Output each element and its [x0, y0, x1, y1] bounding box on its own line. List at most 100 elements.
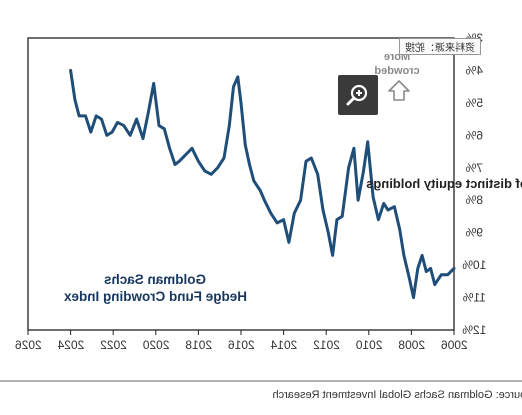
x-tick-label: 2012: [313, 338, 340, 352]
up-arrow-icon: [388, 80, 410, 101]
y-tick-label: 6%: [465, 128, 483, 142]
y-tick-label: 10%: [462, 258, 486, 272]
series-point: [168, 147, 171, 150]
x-tick-label: 2026: [15, 338, 42, 352]
series-points: [69, 69, 455, 299]
series-point: [147, 111, 150, 114]
series-point: [240, 102, 242, 104]
x-tick-label: 2022: [100, 338, 127, 352]
series-point: [237, 76, 239, 78]
series-point: [331, 254, 334, 257]
series-point: [412, 296, 415, 299]
series-point: [263, 199, 266, 201]
series-point: [429, 267, 432, 270]
y-tick-label: 8%: [465, 193, 483, 207]
series-point: [106, 134, 108, 137]
series-point: [78, 115, 80, 117]
series-point: [453, 267, 455, 270]
series-point: [244, 144, 247, 146]
series-point: [382, 202, 385, 205]
series-point: [305, 160, 307, 163]
x-tick-label: 2008: [398, 338, 425, 352]
x-tick-label: 2020: [142, 338, 169, 352]
x-tick-label: 2024: [57, 338, 84, 352]
series-point: [210, 173, 212, 176]
series-point: [440, 274, 443, 276]
series-point: [216, 167, 219, 169]
series-point: [362, 170, 365, 172]
zoom-in-icon: [346, 84, 368, 106]
series-point: [248, 163, 251, 166]
x-axis-ticks: [27, 330, 455, 335]
series-point: [84, 115, 87, 117]
y-axis-label: Effective N as % of distinct equity hold…: [366, 176, 522, 191]
series-point: [366, 141, 369, 143]
series-point: [69, 69, 72, 72]
y-tick-label: 9%: [465, 226, 483, 240]
series-point: [417, 267, 419, 270]
annotation-line-2: crowded: [374, 65, 419, 77]
series-point: [353, 147, 355, 150]
series-point: [299, 199, 302, 201]
source-note: Source: Goldman Sachs Global Investment …: [272, 389, 522, 401]
x-tick-label: 2010: [355, 338, 382, 352]
series-point: [142, 137, 144, 140]
series-point: [282, 218, 285, 221]
series-point: [158, 124, 160, 127]
zoom-in-button[interactable]: [338, 75, 378, 115]
series-point: [111, 131, 113, 133]
x-axis-tick-labels: 2006 2008 2010 2012 2014 2016 2018 2020 2022 2024…: [15, 338, 468, 352]
series-point: [74, 98, 76, 101]
series-point: [191, 147, 193, 150]
series-point: [135, 118, 138, 120]
series-point: [446, 274, 449, 276]
series-point: [357, 199, 359, 201]
series-point: [425, 270, 428, 273]
series-point: [163, 128, 166, 130]
series-point: [184, 154, 187, 156]
series-point: [129, 134, 131, 137]
series-point: [174, 163, 176, 166]
x-tick-label: 2006: [441, 338, 468, 352]
series-point: [228, 124, 231, 127]
x-tick-label: 2016: [228, 338, 255, 352]
series-point: [152, 82, 155, 85]
series-point: [341, 215, 344, 218]
y-tick-label: 4%: [465, 63, 483, 77]
series-point: [316, 173, 319, 176]
series-point: [123, 124, 125, 127]
series-point: [310, 157, 313, 159]
series-point: [387, 209, 389, 211]
series-point: [372, 196, 374, 198]
chart-title: Goldman Sachs: [104, 272, 206, 287]
series-point: [232, 85, 235, 88]
series-point: [116, 121, 119, 124]
x-tick-label: 2018: [185, 338, 212, 352]
series-point: [377, 218, 380, 221]
watermark-label: 资料来源：驼搜: [399, 38, 481, 55]
series-point: [293, 212, 296, 214]
plot-area: [27, 37, 455, 331]
series-point: [100, 118, 103, 120]
series-point: [398, 228, 401, 231]
series-point: [259, 189, 262, 192]
x-tick-label: 2014: [270, 338, 297, 352]
y-tick-label: 5%: [465, 96, 483, 110]
series-point: [178, 160, 180, 163]
series-point: [270, 212, 272, 214]
y-tick-label: 7%: [465, 161, 483, 175]
series-point: [393, 205, 396, 208]
series-point: [90, 131, 92, 133]
series-point: [434, 283, 436, 286]
series-point: [95, 115, 97, 117]
series-point: [347, 167, 350, 169]
series-point: [276, 222, 279, 224]
series-point: [197, 160, 200, 163]
chart-subtitle: Hedge Fund Crowding Index: [64, 289, 247, 304]
series-point: [223, 157, 225, 159]
series-point: [403, 254, 405, 257]
series-point: [336, 218, 338, 221]
y-tick-label: 11%: [462, 291, 485, 305]
